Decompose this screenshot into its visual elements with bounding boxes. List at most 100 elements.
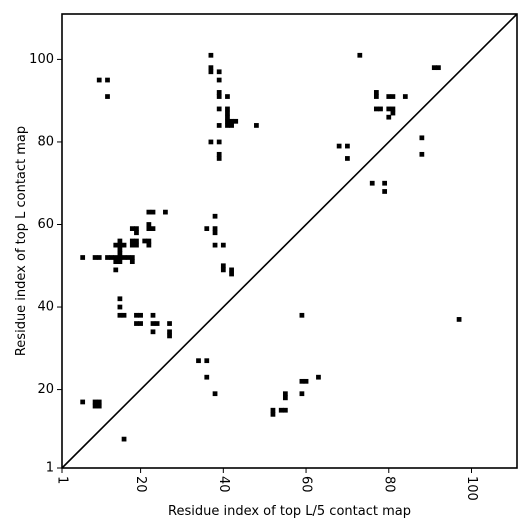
y-tick-label: 100 [29, 52, 54, 67]
contact-point [134, 226, 139, 231]
plot-frame [61, 13, 518, 469]
contact-point [225, 106, 230, 112]
contact-point [216, 69, 222, 75]
contact-point [146, 226, 152, 231]
contact-point [373, 90, 379, 95]
contact-point [80, 399, 86, 405]
contact-point [129, 259, 135, 265]
y-tick-label: 20 [37, 382, 54, 397]
contact-point [216, 90, 222, 95]
contact-point [386, 114, 392, 120]
contact-point [282, 407, 288, 413]
contact-point [436, 65, 441, 71]
contact-point [150, 329, 156, 335]
contact-point [208, 69, 214, 75]
contact-point [129, 242, 135, 248]
x-tick-label: 1 [55, 476, 70, 484]
contact-point [386, 94, 392, 99]
diagonal-line [61, 13, 518, 469]
contact-point [229, 271, 234, 277]
contact-point [208, 65, 214, 71]
x-tick-label: 20 [133, 476, 148, 493]
contact-point [129, 226, 135, 231]
contact-point [92, 399, 98, 405]
contact-point [336, 143, 342, 149]
contact-point [229, 123, 234, 128]
contact-point [254, 123, 259, 128]
contact-point [419, 151, 425, 157]
y-tick-label: 40 [37, 300, 54, 315]
contact-point [303, 378, 309, 384]
y-axis-ticks: 1 20 40 60 80 100 [29, 52, 62, 476]
contact-point [117, 304, 123, 310]
contact-point [386, 106, 392, 112]
contact-point [229, 267, 234, 273]
contact-point [431, 65, 437, 71]
contact-point [382, 189, 388, 194]
contact-point [146, 222, 152, 227]
contact-point [117, 312, 123, 318]
contact-point [212, 213, 218, 219]
contact-point [270, 407, 276, 413]
contact-point [80, 255, 86, 260]
contact-point [316, 374, 321, 380]
contact-point [96, 255, 102, 260]
contact-point [270, 411, 276, 417]
y-tick-label: 60 [37, 217, 54, 232]
contact-point [282, 391, 288, 397]
contact-point [345, 143, 350, 149]
contact-point [92, 403, 98, 409]
contact-point [373, 94, 379, 99]
contact-point [113, 259, 119, 265]
contact-point [299, 391, 305, 397]
contact-point [117, 242, 123, 248]
contact-point [134, 242, 139, 248]
contact-point [220, 267, 226, 273]
contact-point [208, 139, 214, 145]
contact-point [390, 106, 396, 112]
contact-point [216, 123, 222, 128]
y-tick-label: 80 [37, 134, 54, 149]
x-tick-label: 40 [216, 476, 231, 493]
contact-point [216, 156, 222, 161]
contact-point [150, 226, 156, 231]
contact-point [229, 118, 234, 124]
contact-point [121, 242, 127, 248]
contact-point [167, 321, 172, 326]
contact-point [357, 52, 363, 58]
contact-point [105, 77, 110, 83]
contact-point [125, 255, 131, 260]
contact-point [369, 180, 375, 186]
contact-point [96, 77, 102, 83]
contact-point [167, 329, 172, 335]
contact-point [129, 238, 135, 244]
contact-point [113, 267, 119, 273]
contact-point [402, 94, 408, 99]
x-tick-label: 100 [464, 476, 479, 501]
contact-point [117, 246, 123, 252]
contact-point [117, 259, 123, 265]
contact-point [278, 407, 284, 413]
contact-point [216, 106, 222, 112]
contact-point [134, 230, 139, 236]
contact-point [382, 180, 388, 186]
contact-point [212, 230, 218, 236]
contact-point [146, 209, 152, 215]
contact-point [113, 255, 119, 260]
contact-point [117, 251, 123, 256]
contact-point [220, 263, 226, 269]
x-tick-label: 60 [299, 476, 314, 493]
contact-point [225, 110, 230, 116]
contact-point [92, 255, 98, 260]
contact-point [121, 255, 127, 260]
contact-point [150, 312, 156, 318]
contact-point [390, 110, 396, 116]
x-tick-label: 80 [381, 476, 396, 493]
contact-point [138, 321, 143, 326]
contact-point [117, 238, 123, 244]
contact-point [282, 395, 288, 401]
contact-point [419, 135, 425, 141]
x-axis-ticks: 1 20 40 60 80 100 [55, 468, 479, 501]
contact-point [212, 391, 218, 397]
